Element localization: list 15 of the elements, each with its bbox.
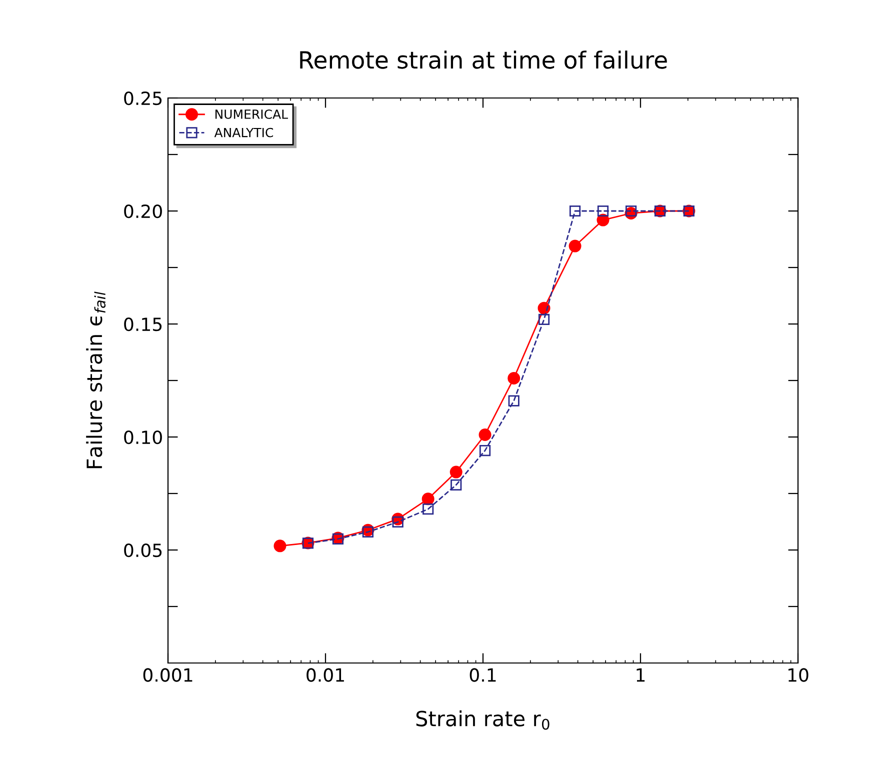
x-tick-label: 0.01 bbox=[306, 668, 344, 682]
x-tick-label: 10 bbox=[788, 668, 808, 682]
x-tick-label: 1 bbox=[636, 668, 645, 682]
y-tick-label: 0.05 bbox=[124, 543, 162, 558]
legend-label: ANALYTIC bbox=[214, 128, 274, 138]
legend-label: NUMERICAL bbox=[215, 109, 288, 119]
x-axis-title: Strain rate r$_{0}$ bbox=[416, 710, 550, 730]
text: 0.20 bbox=[124, 204, 162, 218]
chart-title: Remote strain at time of failure bbox=[300, 50, 667, 69]
x-tick-label: 0.001 bbox=[143, 668, 192, 682]
y-axis-title: Failure strain ϵ$_{fail}$ bbox=[86, 292, 106, 468]
x-tick-label: 0.1 bbox=[470, 668, 496, 682]
text: 0.10 bbox=[124, 430, 162, 444]
y-tick-label: 0.25 bbox=[124, 91, 162, 106]
y-tick-label: 0.15 bbox=[124, 317, 162, 332]
